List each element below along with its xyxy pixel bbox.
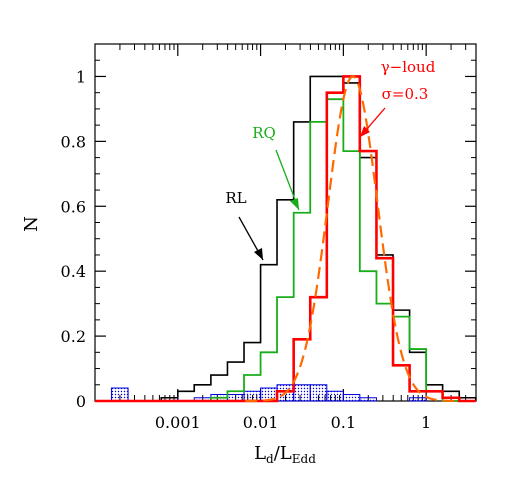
blue-hist-bar [326,390,344,402]
blue-hist-bar [342,394,361,402]
lognormal-fit-curve [245,75,461,403]
rq-arrowhead [290,198,299,210]
blue-hist-bar [309,384,328,402]
fit-curve-group [245,75,461,403]
blue-hist-bar [243,390,262,402]
x-tick-label: 0.1 [331,413,356,432]
y-tick-label: 0.6 [61,197,86,216]
x-tick-label: 0.001 [155,413,201,432]
sigma-label: σ=0.3 [382,85,429,103]
y-axis-title: N [21,216,42,232]
blue-hist-bar [293,384,311,402]
rl-arrowhead [254,248,263,260]
x-axis-title-sub2: Edd [292,452,316,466]
gamma-loud-histogram-line [95,75,476,403]
y-tick-label: 0 [76,392,86,411]
y-tick-label: 1 [76,67,86,86]
rl-label: RL [225,189,246,207]
x-axis-title-sub1: d [266,452,274,466]
gamma-loud-label: γ−loud [381,58,436,76]
blue-hist-bar [110,387,129,402]
x-axis-title-main: L [254,443,266,464]
gamma-arrowhead [360,126,370,137]
blue-hist-bar [359,397,377,402]
histogram-series [95,75,477,403]
y-tick-label: 0.2 [61,327,86,346]
y-tick-labels: 0 0.2 0.4 0.6 0.8 1 [61,67,86,411]
x-tick-label: 0.01 [243,413,279,432]
x-tick-labels: 0.001 0.01 0.1 1 [155,413,431,432]
x-axis-title-sep: /L [274,443,292,464]
y-tick-label: 0.8 [61,132,86,151]
blue-hist-bar [409,397,427,402]
x-axis-title: Ld/LEdd [254,443,316,466]
rq-label: RQ [252,124,276,142]
y-tick-label: 0.4 [61,262,86,281]
x-tick-label: 1 [421,413,431,432]
